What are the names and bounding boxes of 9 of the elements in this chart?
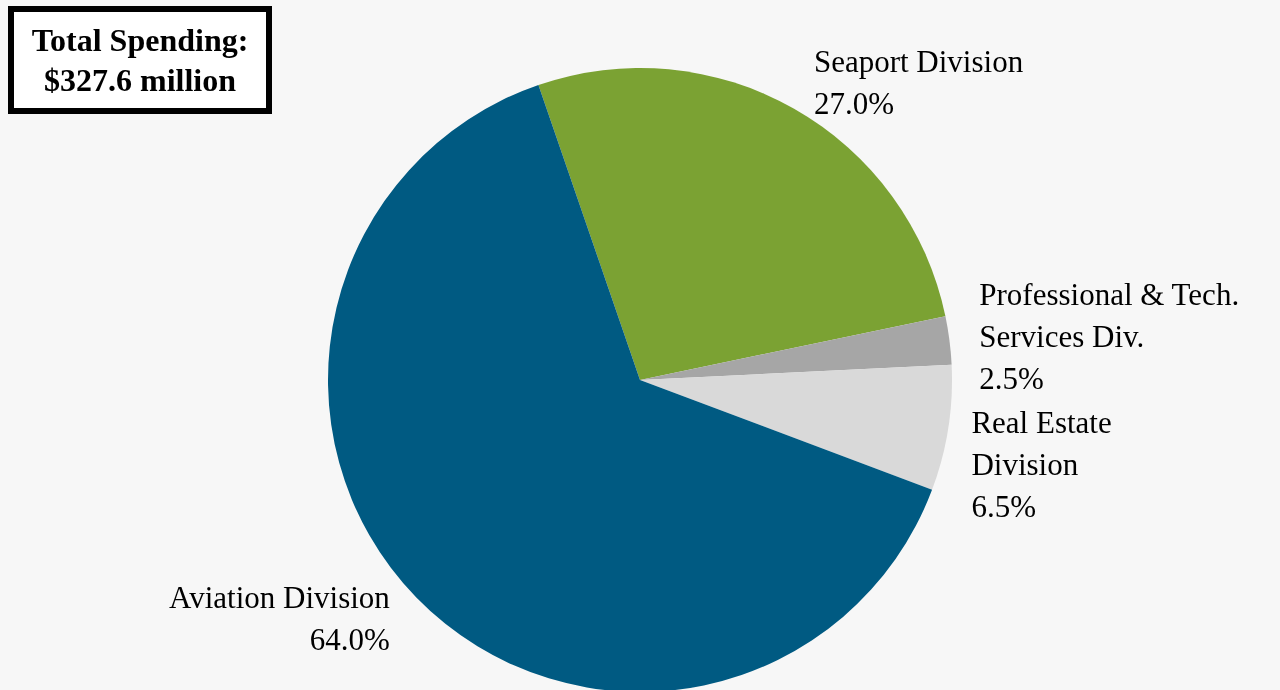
slice-label: Seaport Division xyxy=(813,44,1024,80)
data-label: 27.0% xyxy=(813,86,895,122)
data-label: 64.0% xyxy=(309,621,390,657)
data-label: 2.5% xyxy=(979,361,1044,397)
slice-label: Real Estate Division xyxy=(971,405,1120,483)
data-label: 6.5% xyxy=(971,489,1036,525)
text: Total Spending: $327.6 million xyxy=(8,6,272,114)
slice-label: Aviation Division xyxy=(169,579,391,615)
slice-label: Professional & Tech. Services Div. xyxy=(979,277,1247,355)
